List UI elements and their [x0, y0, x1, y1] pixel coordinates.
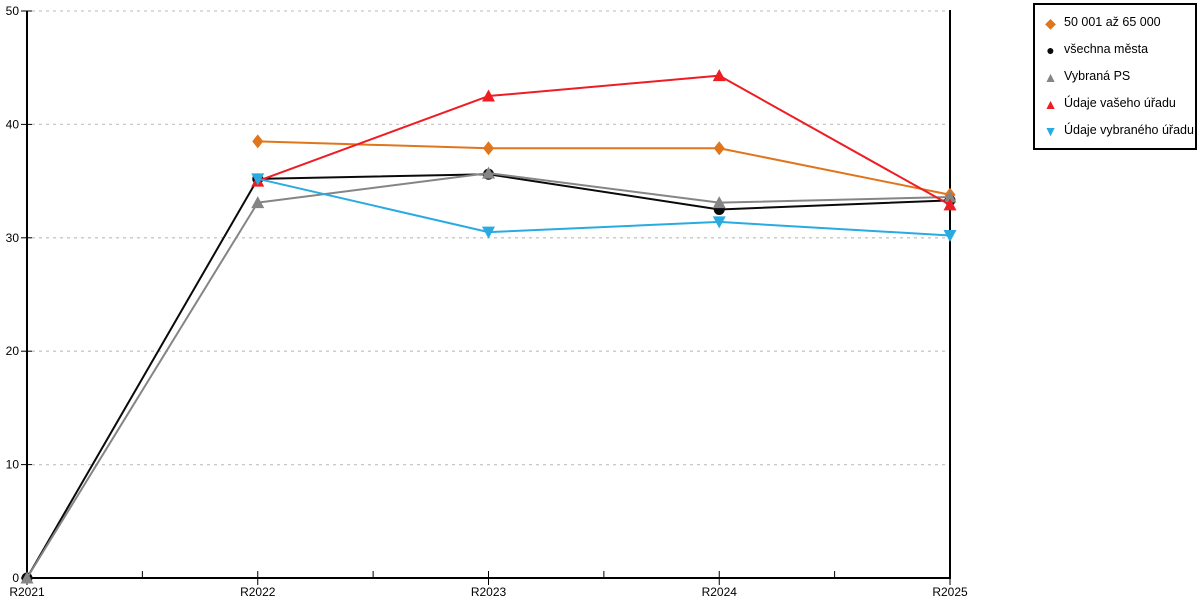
legend: ◆ 50 001 až 65 000 ● všechna města ▲ Vybraná … [1033, 3, 1197, 150]
triangle-down-marker [712, 216, 726, 229]
y-axis-ticks: 0 10 20 30 40 50 [6, 4, 32, 585]
x-tick-label: R2024 [702, 585, 738, 599]
gridlines [32, 10, 950, 466]
triangle-up-marker [943, 198, 957, 211]
series-4 [251, 173, 957, 243]
series-line [256, 140, 951, 196]
triangle-up-icon: ▲ [1043, 68, 1058, 85]
triangle-up-marker [712, 196, 726, 209]
triangle-up-marker [712, 69, 726, 82]
legend-item-4: ▼ Údaje vybraného úřadu [1043, 117, 1194, 144]
legend-item-label: Vybraná PS [1064, 69, 1131, 84]
series-line [256, 74, 951, 206]
legend-item-3: ▲ Údaje vašeho úřadu [1043, 90, 1187, 117]
legend-item-label: všechna města [1064, 42, 1149, 57]
diamond-marker [252, 134, 264, 149]
series-0 [252, 134, 956, 202]
triangle-down-marker [251, 173, 265, 186]
diamond-marker [483, 141, 494, 156]
legend-item-label: Údaje vašeho úřadu [1064, 96, 1176, 111]
y-tick-label: 50 [6, 4, 20, 18]
series-3 [251, 69, 957, 211]
y-tick-label: 20 [6, 344, 20, 358]
triangle-up-marker [482, 166, 495, 179]
legend-item-2: ▲ Vybraná PS [1043, 63, 1187, 90]
legend-item-label: 50 001 až 65 000 [1064, 15, 1161, 30]
circle-icon: ● [1046, 41, 1055, 58]
y-tick-label: 30 [6, 231, 20, 245]
x-tick-label: R2022 [240, 585, 276, 599]
legend-item-1: ● všechna města [1043, 36, 1187, 63]
triangle-up-marker [20, 571, 34, 584]
diamond-icon: ◆ [1045, 14, 1056, 31]
triangle-up-marker [482, 89, 495, 102]
diamond-marker [713, 141, 725, 156]
legend-item-0: ◆ 50 001 až 65 000 [1043, 9, 1187, 36]
triangle-up-icon: ▲ [1043, 95, 1058, 112]
x-tick-label: R2021 [9, 585, 45, 599]
x-tick-label: R2025 [932, 585, 968, 599]
triangle-down-marker [482, 226, 495, 239]
triangle-down-marker [943, 230, 957, 243]
y-tick-label: 40 [6, 117, 20, 131]
triangle-up-marker [943, 190, 957, 203]
y-tick-label: 0 [12, 571, 19, 585]
y-tick-label: 10 [6, 458, 20, 472]
legend-item-label: Údaje vybraného úřadu [1064, 123, 1194, 138]
triangle-up-marker [251, 196, 265, 209]
x-tick-label: R2023 [471, 585, 507, 599]
series-line [256, 177, 951, 237]
series-2 [20, 166, 957, 584]
triangle-down-icon: ▼ [1043, 122, 1058, 139]
x-axis-ticks: R2021 R2022 R2023 R2024 R2025 [9, 571, 968, 599]
